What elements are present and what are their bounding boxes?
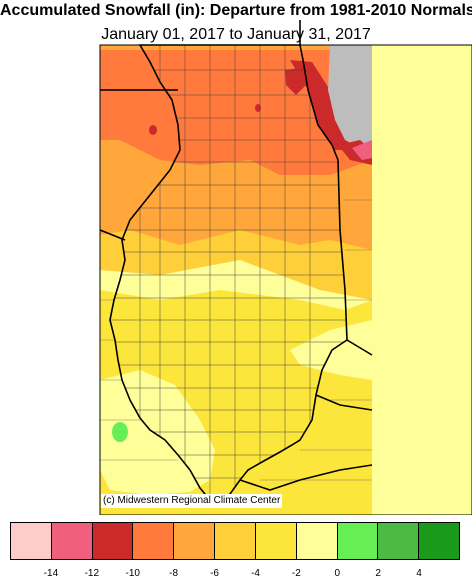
legend-tick-label: -10 (125, 568, 140, 579)
map-subtitle: January 01, 2017 to January 31, 2017 (101, 26, 371, 43)
neighbor-county-lines (100, 199, 372, 481)
legend-tick-label: 2 (375, 568, 381, 579)
legend-swatch (11, 523, 52, 559)
legend-tick-label: -2 (291, 568, 301, 579)
color-legend (10, 522, 460, 560)
departure-fill (100, 45, 372, 515)
legend-tick-label: -8 (169, 568, 179, 579)
legend-swatch (133, 523, 175, 559)
legend-swatch (92, 523, 134, 559)
legend-tick-label: -12 (84, 568, 100, 579)
state-boundaries (99, 20, 373, 506)
map-border (99, 44, 472, 515)
legend-swatch (296, 523, 338, 559)
legend-tick-label: 0 (334, 568, 341, 579)
lakeshore-pink-band (352, 140, 372, 160)
legend-ticks: -14 -12 -10 -8 -6 -4 -2 0 2 4 (10, 568, 460, 581)
lake-michigan (328, 45, 372, 148)
legend-swatch (419, 523, 459, 559)
snowfall-departure-map (99, 20, 472, 515)
legend-tick-label: -14 (43, 568, 59, 579)
credit-label: (c) Midwestern Regional Climate Center (101, 494, 283, 508)
legend-swatch (174, 523, 216, 559)
legend-swatch (215, 523, 256, 559)
legend-swatch (255, 523, 297, 559)
legend-swatch (378, 523, 420, 559)
legend-swatch (51, 523, 93, 559)
map-title: Accumulated Snowfall (in): Departure fro… (0, 2, 472, 19)
legend-swatch (337, 523, 379, 559)
legend-tick-label: -4 (251, 568, 260, 579)
legend-tick-label: 4 (416, 568, 422, 579)
legend-tick-label: -6 (210, 568, 219, 579)
